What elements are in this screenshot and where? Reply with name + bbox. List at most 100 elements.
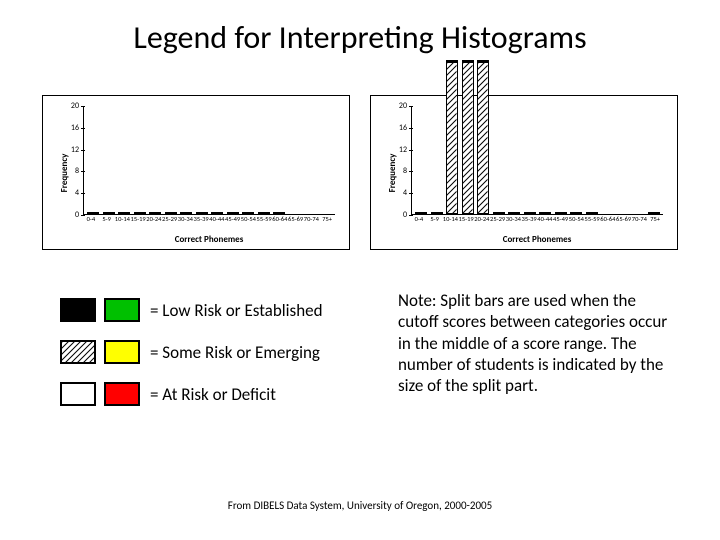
y-tick: 0 (75, 211, 79, 219)
bar (273, 212, 285, 214)
note-text: Note: Split bars are used when the cutof… (398, 290, 678, 396)
split-bar (477, 60, 489, 214)
x-label: 10-14 (115, 215, 131, 229)
bar (180, 212, 192, 214)
bar-column (585, 212, 600, 214)
bar (227, 212, 239, 214)
bar-column (647, 212, 662, 214)
bar-column (414, 212, 429, 214)
bar-column (523, 212, 538, 214)
bar (134, 212, 146, 214)
split-bar (446, 60, 458, 214)
y-tick: 16 (71, 124, 79, 132)
x-label: 60-64 (600, 215, 616, 229)
legend-label: = Low Risk or Established (150, 300, 323, 321)
x-labels: 0-45-910-1415-1920-2425-2930-3435-3940-4… (83, 215, 335, 229)
legend: = Low Risk or Established = Some Risk or … (60, 298, 370, 424)
x-label: 65-69 (616, 215, 632, 229)
swatch-pair (60, 340, 140, 364)
x-label: 45-49 (225, 215, 241, 229)
legend-row: = Some Risk or Emerging (60, 340, 370, 364)
y-tick: 4 (75, 189, 79, 197)
bar (524, 212, 536, 214)
bar-column (445, 60, 460, 214)
x-label: 0-4 (83, 215, 99, 229)
x-label: 5-9 (99, 215, 115, 229)
x-label: 35-39 (521, 215, 537, 229)
chart-left: Frequency 048121620 0-45-910-1415-1920-2… (42, 95, 350, 250)
swatch-pair (60, 298, 140, 322)
legend-swatch (104, 382, 140, 406)
chart-right: Frequency 048121620 0-45-910-1415-1920-2… (370, 95, 678, 250)
bar-segment (462, 62, 474, 214)
bar (258, 212, 270, 214)
bar (211, 212, 223, 214)
bar-column (195, 212, 210, 214)
bar (118, 212, 130, 214)
bar (242, 212, 254, 214)
x-label: 50-54 (241, 215, 257, 229)
bar (415, 212, 427, 214)
bar (648, 212, 660, 214)
y-tick: 20 (71, 102, 79, 110)
bar (103, 212, 115, 214)
x-axis-label: Correct Phonemes (83, 234, 335, 245)
x-label: 55-59 (584, 215, 600, 229)
bar-segment (477, 62, 489, 214)
x-label: 75+ (319, 215, 335, 229)
x-label: 40-44 (209, 215, 225, 229)
y-ticks: 048121620 (371, 106, 409, 215)
bar-column (133, 212, 148, 214)
x-label: 20-24 (474, 215, 490, 229)
bar-column (148, 212, 163, 214)
bar-column (554, 212, 569, 214)
bar (508, 212, 520, 214)
bar (570, 212, 582, 214)
x-label: 45-49 (553, 215, 569, 229)
bar-column (492, 212, 507, 214)
split-bar (462, 60, 474, 214)
x-label: 20-24 (146, 215, 162, 229)
bar (165, 212, 177, 214)
x-label: 65-69 (288, 215, 304, 229)
bar-column (538, 212, 553, 214)
y-tick: 8 (75, 167, 79, 175)
x-label: 50-54 (569, 215, 585, 229)
x-label: 40-44 (537, 215, 553, 229)
page-title: Legend for Interpreting Histograms (0, 18, 720, 57)
x-label: 60-64 (272, 215, 288, 229)
bar-column (569, 212, 584, 214)
y-tick: 16 (399, 124, 407, 132)
x-label: 15-19 (458, 215, 474, 229)
legend-swatch (60, 298, 96, 322)
citation: From DIBELS Data System, University of O… (0, 499, 720, 512)
x-label: 25-29 (490, 215, 506, 229)
bar-column (102, 212, 117, 214)
x-label: 10-14 (443, 215, 459, 229)
plot-area (83, 106, 335, 215)
bar-column (164, 212, 179, 214)
y-tick: 8 (403, 167, 407, 175)
x-labels: 0-45-910-1415-1920-2425-2930-3435-3940-4… (411, 215, 663, 229)
bar-column (179, 212, 194, 214)
x-label: 30-34 (506, 215, 522, 229)
bar (493, 212, 505, 214)
legend-swatch (104, 340, 140, 364)
plot-area (411, 106, 663, 215)
x-label: 25-29 (162, 215, 178, 229)
legend-label: = At Risk or Deficit (150, 384, 276, 405)
y-tick: 4 (403, 189, 407, 197)
legend-row: = Low Risk or Established (60, 298, 370, 322)
bar (196, 212, 208, 214)
bar (555, 212, 567, 214)
bars-container (84, 106, 335, 214)
bar-column (241, 212, 256, 214)
y-tick: 12 (71, 146, 79, 154)
bar-column (210, 212, 225, 214)
bar (431, 212, 443, 214)
legend-row: = At Risk or Deficit (60, 382, 370, 406)
charts-row: Frequency 048121620 0-45-910-1415-1920-2… (42, 95, 678, 250)
x-label: 55-59 (256, 215, 272, 229)
legend-swatch (60, 382, 96, 406)
bar-column (226, 212, 241, 214)
